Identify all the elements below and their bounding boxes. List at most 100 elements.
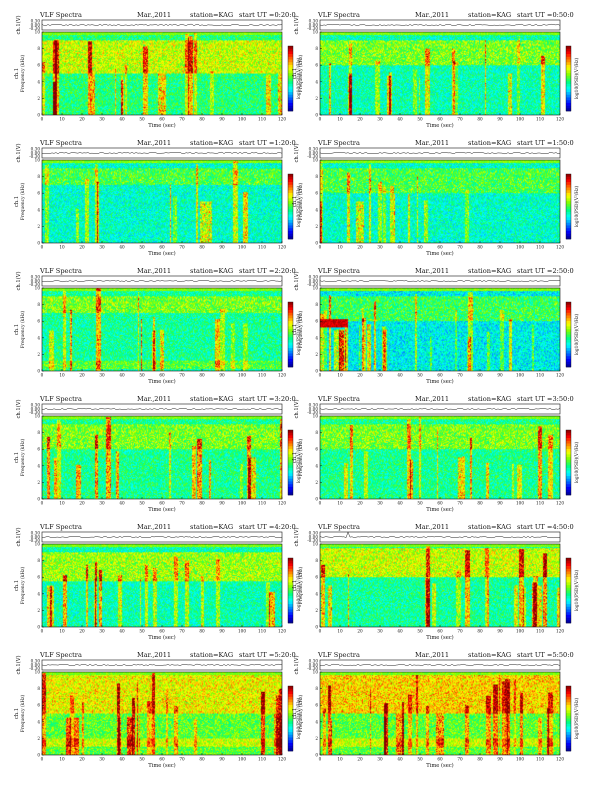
colorbar-segment — [288, 470, 293, 474]
colorbar-segment — [288, 92, 293, 96]
x-tick-label: 40 — [119, 373, 125, 378]
y-tick-label: 0 — [315, 369, 318, 374]
colorbar-segment — [288, 364, 293, 368]
y-tick-label: 6 — [37, 575, 40, 580]
x-tick-label: 40 — [119, 629, 125, 634]
colorbar-segment — [288, 356, 293, 360]
waveform-tick-label: -0.30 — [29, 26, 40, 31]
colorbar-segment — [288, 312, 293, 316]
x-tick-label: 40 — [397, 373, 403, 378]
x-tick-label: 0 — [319, 245, 322, 250]
x-tick-label: 100 — [238, 373, 246, 378]
colorbar-segment — [288, 574, 293, 578]
y-tick-label: 0 — [37, 241, 40, 246]
x-axis-label: Time (sec) — [426, 378, 453, 385]
colorbar-segment — [566, 576, 571, 580]
spectra-panel: VLF Spectra Mar.,2011 station=KAG start UT … — [292, 11, 580, 129]
colorbar-segment — [288, 593, 293, 597]
colorbar-segment — [566, 334, 571, 338]
x-tick-label: 20 — [357, 117, 363, 122]
colorbar-segment — [288, 438, 293, 442]
x-tick-label: 60 — [159, 629, 165, 634]
waveform-line — [319, 407, 561, 411]
colorbar-segment — [566, 92, 571, 96]
colorbar-segment — [566, 454, 571, 458]
chart-date: Mar.,2011 — [137, 11, 171, 19]
colorbar-segment — [288, 51, 293, 55]
waveform-frame — [319, 19, 561, 31]
x-tick-label: 90 — [497, 373, 503, 378]
colorbar-segment — [566, 484, 571, 488]
colorbar-segment — [288, 489, 293, 493]
colorbar-segment — [288, 688, 293, 692]
colorbar-segment — [288, 568, 293, 572]
x-tick-label: 70 — [457, 373, 463, 378]
colorbar-segment — [288, 481, 293, 485]
colorbar-segment — [288, 225, 293, 229]
spectrogram-image — [320, 416, 560, 499]
x-tick-label: 40 — [397, 629, 403, 634]
colorbar-segment — [566, 94, 571, 98]
colorbar-segment — [566, 742, 571, 746]
colorbar-frame — [287, 429, 294, 496]
y-tick-label: 4 — [37, 591, 40, 596]
colorbar-segment — [566, 465, 571, 469]
x-tick-label: 30 — [377, 245, 383, 250]
y-tick-label: 4 — [37, 335, 40, 340]
waveform-frame — [41, 531, 283, 543]
x-tick-label: 120 — [278, 757, 286, 762]
colorbar-segment — [288, 320, 293, 324]
colorbar-segment — [566, 748, 571, 752]
colorbar-segment — [566, 470, 571, 474]
waveform-line — [319, 151, 561, 155]
colorbar-segment — [288, 457, 293, 461]
colorbar-segment — [288, 102, 293, 106]
colorbar-label: log10(PSD)(V²/Hz) — [296, 314, 302, 356]
colorbar-segment — [566, 617, 571, 621]
colorbar-segment — [566, 323, 571, 327]
y-tick-label: 10 — [313, 30, 319, 35]
waveform-line — [41, 663, 283, 667]
colorbar-segment — [288, 459, 293, 463]
waveform-tick-label: -0.30 — [307, 538, 318, 543]
x-axis-label: Time (sec) — [148, 250, 175, 257]
colorbar-segment — [288, 315, 293, 319]
waveform-line — [319, 279, 560, 283]
colorbar-segment — [288, 361, 293, 365]
y-tick-label: 4 — [37, 463, 40, 468]
colorbar-segment — [566, 438, 571, 442]
x-tick-label: 70 — [179, 373, 185, 378]
colorbar-segment — [566, 339, 571, 343]
colorbar-segment — [288, 566, 293, 570]
y-tick-label: 2 — [37, 480, 40, 485]
waveform-tick-label: -0.30 — [307, 154, 318, 159]
chart-start-time: start UT =0:50:0 — [517, 11, 574, 19]
y-axis-label-channel: ch.1 — [14, 196, 20, 207]
x-tick-label: 110 — [536, 117, 544, 122]
colorbar-segment — [566, 62, 571, 66]
x-tick-label: 120 — [556, 629, 564, 634]
colorbar-segment — [566, 182, 571, 186]
x-tick-label: 40 — [119, 501, 125, 506]
x-tick-label: 60 — [437, 373, 443, 378]
y-axis-label-channel: ch.1 — [14, 580, 20, 591]
chart-station: station=KAG — [190, 651, 233, 659]
colorbar-segment — [566, 489, 571, 493]
colorbar-segment — [566, 582, 571, 586]
colorbar-segment — [288, 230, 293, 234]
colorbar-segment — [288, 612, 293, 616]
colorbar-segment — [288, 587, 293, 591]
x-axis-label: Time (sec) — [426, 634, 453, 641]
y-tick-label: 6 — [37, 319, 40, 324]
colorbar-segment — [566, 89, 571, 93]
colorbar-segment — [288, 702, 293, 706]
x-tick-label: 120 — [556, 245, 564, 250]
chart-date: Mar.,2011 — [137, 523, 171, 531]
x-tick-label: 10 — [337, 757, 343, 762]
colorbar-segment — [288, 721, 293, 725]
x-tick-label: 100 — [516, 373, 524, 378]
spectrogram-image — [42, 160, 282, 243]
spectrogram-image — [42, 32, 282, 115]
colorbar-segment — [566, 228, 571, 232]
x-tick-label: 80 — [199, 117, 205, 122]
